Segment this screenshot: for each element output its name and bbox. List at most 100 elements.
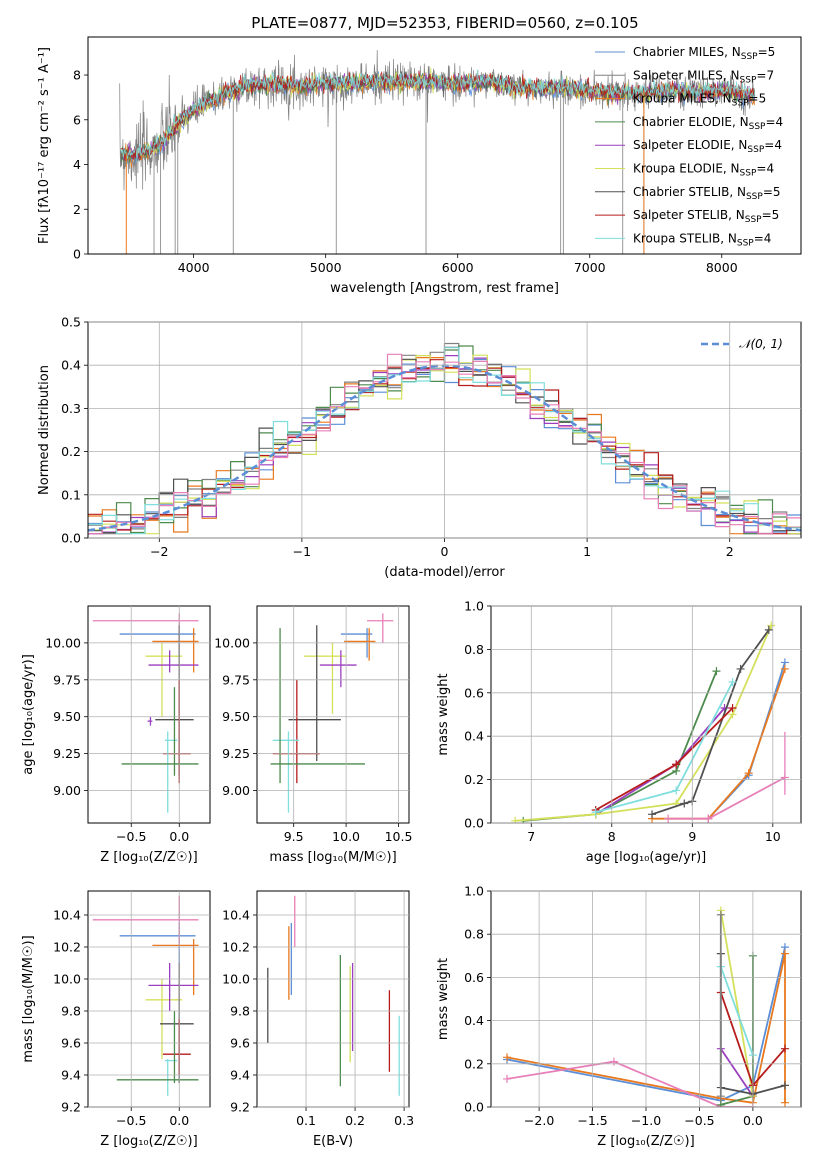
y-tick-label: 9.25 bbox=[53, 746, 81, 761]
series-point bbox=[716, 1100, 725, 1107]
axes-frame bbox=[256, 605, 410, 824]
legend-label-name: Kroupa MILES, N bbox=[633, 92, 732, 106]
series-line bbox=[652, 668, 786, 820]
y-axis-label: Normed distribution bbox=[37, 365, 52, 495]
error-bar-point bbox=[160, 963, 194, 1083]
y-tick-label: 9.4 bbox=[61, 1068, 81, 1083]
legend-label-name: Salpeter STELIB, N bbox=[633, 208, 745, 222]
x-axis-label: age [log₁₀(age/yr)] bbox=[586, 850, 707, 865]
x-tick-label: 10.0 bbox=[332, 829, 360, 844]
x-tick-label: −0.5 bbox=[684, 1113, 714, 1128]
x-tick-label: 9 bbox=[688, 829, 696, 844]
x-tick-label: 0 bbox=[441, 544, 449, 559]
legend-label-sub: SSP bbox=[749, 122, 766, 132]
x-tick-label: −1 bbox=[293, 544, 311, 559]
y-tick-label: 9.8 bbox=[61, 1004, 81, 1019]
y-tick-label: 2 bbox=[73, 202, 81, 217]
x-axis-label: Z [log₁₀(Z/Z☉)] bbox=[100, 850, 197, 865]
legend-label-name: Chabrier ELODIE, N bbox=[633, 115, 749, 129]
x-tick-label: 1 bbox=[583, 544, 591, 559]
legend-label: Salpeter MILES, NSSP=7 bbox=[633, 68, 774, 85]
series-line bbox=[707, 662, 786, 820]
series-line bbox=[506, 946, 786, 1102]
legend-label: Salpeter ELODIE, NSSP=4 bbox=[633, 138, 782, 155]
x-axis-label: Z [log₁₀(Z/Z☉)] bbox=[597, 1134, 694, 1149]
series-point bbox=[680, 799, 689, 808]
x-tick-label: 4000 bbox=[178, 260, 210, 275]
error-bar-point bbox=[367, 613, 394, 643]
panel-mass_vs_ebv: 0.1 0.2 0.3 9.2 9.4 9.6 9.8 10.0 10.2 10.4 E(B-V) bbox=[222, 890, 414, 1149]
y-tick-label: 0.4 bbox=[464, 1013, 484, 1028]
x-axis-label: E(B-V) bbox=[313, 1134, 353, 1149]
error-bar-point bbox=[116, 1011, 199, 1083]
series-point bbox=[664, 814, 673, 823]
x-tick-label: −0.5 bbox=[116, 1113, 146, 1128]
y-axis-label: mass [log₁₀(M/M☉)] bbox=[21, 935, 36, 1062]
y-tick-label: 8 bbox=[73, 68, 81, 83]
series-point bbox=[736, 664, 745, 673]
legend-label-suffix: =5 bbox=[762, 208, 780, 222]
y-tick-label: 9.50 bbox=[53, 709, 81, 724]
series-point bbox=[744, 769, 753, 778]
y-tick-label: 10.00 bbox=[45, 635, 81, 650]
y-tick-label: 4 bbox=[73, 157, 81, 172]
x-axis-label: (data-model)/error bbox=[384, 565, 505, 580]
series-point bbox=[503, 1053, 512, 1062]
y-tick-label: 0.4 bbox=[61, 358, 81, 373]
series-point bbox=[712, 667, 721, 676]
error-bar-point bbox=[92, 613, 199, 651]
panel-residuals: −2 −1 0 1 2 0.0 0.1 0.2 0.3 0.4 0.5 (data-model)/er… bbox=[37, 315, 802, 580]
y-tick-label: 10.4 bbox=[222, 908, 250, 923]
series-point bbox=[780, 949, 789, 958]
y-tick-label: 0.0 bbox=[464, 816, 484, 831]
series-point bbox=[716, 1092, 725, 1101]
x-tick-label: 0.1 bbox=[296, 1113, 316, 1128]
legend-label-name: Kroupa STELIB, N bbox=[633, 231, 737, 245]
error-bar-point bbox=[148, 963, 199, 1011]
x-tick-label: 0.2 bbox=[345, 1113, 365, 1128]
series-point bbox=[648, 810, 657, 819]
legend-label: Salpeter STELIB, NSSP=5 bbox=[633, 208, 779, 225]
y-tick-label: 0.0 bbox=[61, 531, 81, 546]
x-tick-label: 0.0 bbox=[169, 1113, 189, 1128]
y-axis-label: Flux [fλ10⁻¹⁷ erg cm⁻² s⁻¹ A⁻¹] bbox=[37, 47, 52, 244]
series-point bbox=[511, 816, 520, 823]
error-bar-point bbox=[272, 731, 299, 813]
legend-label-suffix: =5 bbox=[749, 92, 767, 106]
panel-age_vs_Z: −0.5 0.0 9.00 9.25 9.50 9.75 10.00 Z [log₁₀(Z/Z… bbox=[21, 605, 211, 865]
plot-area bbox=[511, 621, 789, 823]
legend-label-suffix: =4 bbox=[764, 138, 782, 152]
x-tick-label: 8 bbox=[608, 829, 616, 844]
y-tick-label: 0.6 bbox=[464, 685, 484, 700]
y-tick-label: 10.00 bbox=[214, 635, 250, 650]
y-tick-label: 0.8 bbox=[464, 642, 484, 657]
y-tick-label: 10.4 bbox=[53, 908, 81, 923]
error-bar-point bbox=[304, 642, 347, 714]
legend-label-suffix: =4 bbox=[756, 162, 774, 176]
axes-frame bbox=[490, 605, 802, 824]
series-point bbox=[704, 814, 713, 823]
x-tick-label: −0.5 bbox=[116, 829, 146, 844]
y-tick-label: 9.75 bbox=[53, 672, 81, 687]
legend-label-sub: SSP bbox=[740, 75, 757, 85]
y-tick-label: 0 bbox=[73, 247, 81, 262]
series-point bbox=[780, 1044, 789, 1053]
x-tick-label: 10.5 bbox=[385, 829, 413, 844]
y-tick-label: 0.2 bbox=[61, 444, 81, 459]
error-bar-point bbox=[152, 628, 199, 673]
x-tick-label: 2 bbox=[726, 544, 734, 559]
legend-label-name: Kroupa ELODIE, N bbox=[633, 162, 740, 176]
panel-spectrum: 4000 5000 6000 7000 8000 0 2 4 6 8 wavelength [Ang… bbox=[37, 36, 802, 296]
legend-label-sub: SSP bbox=[741, 52, 758, 62]
legend: 𝒩(0, 1) bbox=[701, 337, 783, 351]
x-tick-label: 0.0 bbox=[169, 829, 189, 844]
x-axis-label: mass [log₁₀(M/M☉)] bbox=[269, 850, 396, 865]
x-tick-label: 10 bbox=[765, 829, 781, 844]
axes-frame bbox=[87, 605, 211, 824]
legend-label-sub: SSP bbox=[747, 145, 764, 155]
legend-label-name: Salpeter ELODIE, N bbox=[633, 138, 747, 152]
series-point bbox=[716, 910, 725, 919]
x-tick-label: 5000 bbox=[310, 260, 342, 275]
series-line bbox=[719, 910, 754, 1097]
